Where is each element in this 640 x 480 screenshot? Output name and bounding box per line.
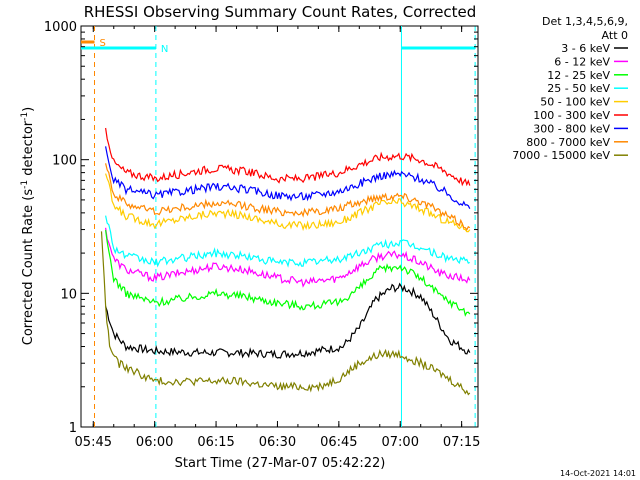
y-tick-label: 1000 (44, 20, 77, 35)
plot-area (80, 25, 479, 428)
legend-label: 12 - 25 keV (547, 69, 610, 82)
legend-header-line-2: Att 0 (602, 29, 628, 42)
footer-date: 14-Oct-2021 14:01 (560, 469, 636, 478)
legend-label: 300 - 800 keV (533, 122, 610, 135)
x-tick-label: 06:30 (259, 435, 296, 450)
series-lines (100, 127, 471, 396)
marker-label: N (161, 44, 168, 55)
x-tick-label: 07:15 (443, 435, 480, 450)
series-line (105, 146, 471, 209)
series-line (105, 127, 471, 187)
legend-label: 6 - 12 keV (554, 55, 610, 68)
legend-label: 800 - 7000 keV (526, 136, 610, 149)
legend-label: 50 - 100 keV (540, 96, 610, 109)
legend-label: 100 - 300 keV (533, 109, 610, 122)
x-axis-ticks: 05:45 06:00 06:15 06:30 06:45 07:00 07:15 (75, 26, 480, 450)
legend-label: 25 - 50 keV (547, 82, 610, 95)
series-line (105, 282, 471, 359)
series-line (105, 163, 471, 231)
y-tick-label: 1 (69, 421, 77, 436)
x-axis-label: Start Time (27-Mar-07 05:42:22) (175, 456, 386, 471)
x-tick-label: 06:15 (197, 435, 234, 450)
x-tick-label: 06:00 (136, 435, 173, 450)
y-axis-ticks: 1 10 100 1000 (44, 20, 478, 436)
marker-label: S (100, 38, 106, 49)
series-line (105, 230, 471, 317)
series-line (105, 173, 471, 233)
x-tick-label: 07:00 (382, 435, 419, 450)
legend-label: 7000 - 15000 keV (512, 149, 610, 162)
legend-label: 3 - 6 keV (561, 42, 610, 55)
legend-header-line-1: Det 1,3,4,5,6,9, (542, 15, 628, 28)
x-tick-label: 05:45 (75, 435, 112, 450)
y-axis-label: Corrected Count Rate (s-1 detector-1) (20, 107, 36, 345)
attenuator-markers: SN (81, 26, 476, 427)
series-line (105, 227, 471, 288)
series-line (105, 215, 471, 268)
series-line (100, 231, 471, 396)
y-tick-label: 10 (60, 287, 77, 302)
chart-title: RHESSI Observing Summary Count Rates, Co… (84, 3, 477, 21)
x-tick-label: 06:45 (320, 435, 357, 450)
y-tick-label: 100 (52, 154, 77, 169)
